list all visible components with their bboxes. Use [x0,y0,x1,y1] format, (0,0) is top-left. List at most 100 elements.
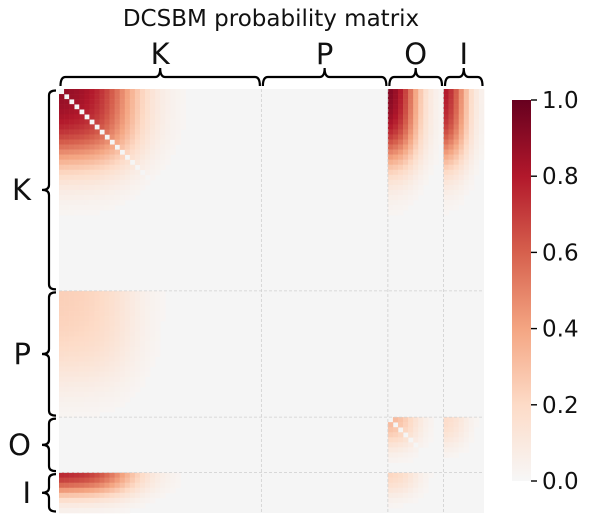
heatmap-cell [454,175,459,180]
heatmap-cell [388,185,393,190]
heatmap-cell [398,483,403,488]
heatmap-cell [140,129,145,134]
heatmap-cell [125,362,130,367]
heatmap-cell [105,407,110,412]
heatmap-cell [388,145,393,150]
heatmap-cell [105,200,110,205]
heatmap-cell [79,104,84,109]
heatmap-cell [99,321,104,326]
heatmap-cell [59,291,64,296]
heatmap-cell [393,150,398,155]
heatmap-cell [64,351,69,356]
heatmap-cell [125,180,130,185]
heatmap-cell [145,301,150,306]
heatmap-cell [120,503,125,508]
heatmap-cell [408,442,413,447]
heatmap-cell [418,478,423,483]
heatmap-cell [393,503,398,508]
heatmap-cell [79,412,84,417]
heatmap-cell [130,185,135,190]
heatmap-cell [413,195,418,200]
heatmap-cell [84,134,89,139]
heatmap-cell [130,498,135,503]
heatmap-cell [105,483,110,488]
heatmap-cell [393,437,398,442]
heatmap-cell [398,109,403,114]
heatmap-cell [135,175,140,180]
heatmap-cell [84,94,89,99]
heatmap-cell [403,175,408,180]
heatmap-cell [64,372,69,377]
heatmap-cell [469,170,474,175]
heatmap-cell [110,155,115,160]
heatmap-cell [64,175,69,180]
heatmap-cell [449,109,454,114]
heatmap-cell [79,296,84,301]
heatmap-cell [145,341,150,346]
heatmap-cell [388,457,393,462]
heatmap-cell [155,296,160,301]
heatmap-cell [403,165,408,170]
heatmap-cell [140,473,145,478]
heatmap-cell [388,150,393,155]
heatmap-cell [170,488,175,493]
heatmap-cell [115,397,120,402]
heatmap-cell [79,134,84,139]
heatmap-cell [125,508,130,513]
heatmap-cell [413,104,418,109]
heatmap-cell [84,291,89,296]
heatmap-cell [474,94,479,99]
heatmap-cell [59,124,64,129]
heatmap-cell [145,119,150,124]
heatmap-cell [105,367,110,372]
heatmap-cell [398,124,403,129]
heatmap-cell [408,129,413,134]
heatmap-cell [150,150,155,155]
heatmap-cell [79,336,84,341]
heatmap-cell [59,478,64,483]
heatmap-cell [135,503,140,508]
heatmap-cell [120,351,125,356]
heatmap-cell [120,341,125,346]
heatmap-cell [74,205,79,210]
heatmap-cell [135,498,140,503]
heatmap-cell [444,155,449,160]
heatmap-cell [403,493,408,498]
heatmap-cell [398,200,403,205]
heatmap-cell [459,180,464,185]
heatmap-cell [79,155,84,160]
heatmap-cell [398,160,403,165]
heatmap-cell [155,119,160,124]
heatmap-cell [403,99,408,104]
heatmap-cell [89,473,94,478]
heatmap-cell [94,200,99,205]
heatmap-cell [398,442,403,447]
heatmap-cell [474,417,479,422]
heatmap-cell [413,145,418,150]
heatmap-cell [74,357,79,362]
colorbar-tick-label: 0.6 [542,240,579,266]
heatmap-cell [135,180,140,185]
heatmap-cell [135,139,140,144]
heatmap-cell [99,200,104,205]
heatmap-cell [125,134,130,139]
heatmap-cell [403,94,408,99]
heatmap-cell [170,124,175,129]
heatmap-cell [125,150,130,155]
heatmap-cell [125,109,130,114]
heatmap-cell [74,301,79,306]
colorbar-tick-label: 1.0 [542,88,579,114]
heatmap-cell [474,104,479,109]
heatmap-cell [459,129,464,134]
heatmap-cell [140,291,145,296]
heatmap-cell [454,104,459,109]
heatmap-cell [408,195,413,200]
heatmap-cell [180,119,185,124]
heatmap-cell [444,210,449,215]
heatmap-cell [150,488,155,493]
heatmap-cell [130,175,135,180]
heatmap-cell [105,195,110,200]
heatmap-cell [418,134,423,139]
heatmap-cell [388,493,393,498]
heatmap-cell [89,306,94,311]
